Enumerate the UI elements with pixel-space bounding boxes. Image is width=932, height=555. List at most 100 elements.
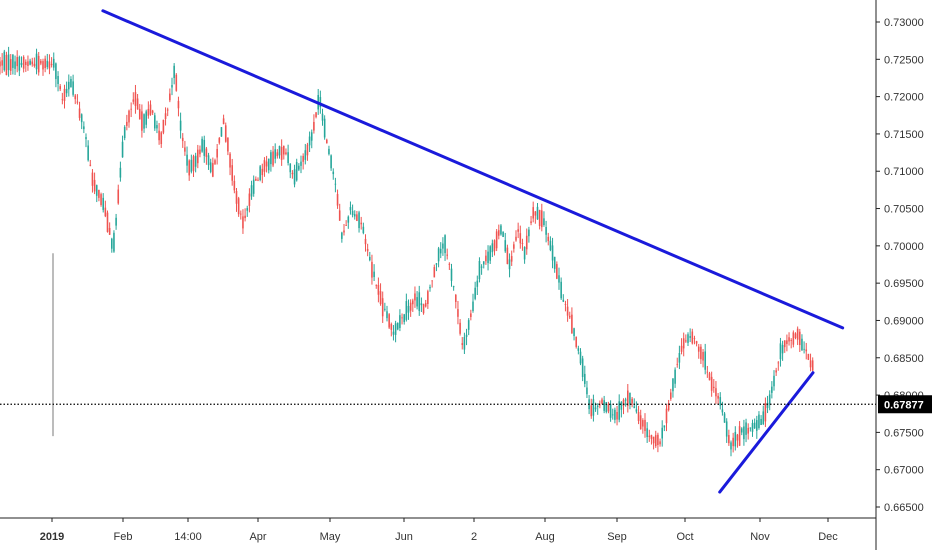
candle[interactable] <box>1 53 3 74</box>
candle[interactable] <box>399 309 401 332</box>
candle[interactable] <box>719 392 722 410</box>
candle[interactable] <box>519 225 522 249</box>
candle[interactable] <box>371 254 373 285</box>
candle[interactable] <box>353 210 356 220</box>
candle[interactable] <box>18 55 21 77</box>
candle[interactable] <box>379 283 382 306</box>
candle[interactable] <box>72 74 74 97</box>
candle[interactable] <box>732 432 734 453</box>
candle[interactable] <box>287 144 289 166</box>
candle[interactable] <box>523 246 526 264</box>
candle[interactable] <box>631 397 633 408</box>
candle[interactable] <box>575 336 577 349</box>
candle[interactable] <box>306 142 309 161</box>
candle[interactable] <box>360 216 362 230</box>
candle[interactable] <box>7 46 10 77</box>
candle[interactable] <box>132 92 135 105</box>
candle[interactable] <box>717 392 719 405</box>
candle[interactable] <box>771 381 773 399</box>
candle[interactable] <box>502 231 504 238</box>
candle[interactable] <box>482 261 485 269</box>
candle[interactable] <box>5 51 8 76</box>
candle[interactable] <box>181 133 184 148</box>
candle[interactable] <box>20 56 23 68</box>
candle[interactable] <box>515 230 517 242</box>
candle[interactable] <box>799 328 801 352</box>
candle[interactable] <box>592 394 595 422</box>
candle[interactable] <box>685 334 687 343</box>
candle[interactable] <box>659 438 661 447</box>
candle[interactable] <box>12 54 14 75</box>
candle[interactable] <box>760 415 762 426</box>
candle[interactable] <box>558 267 560 290</box>
candle[interactable] <box>715 381 717 404</box>
candle[interactable] <box>790 338 792 349</box>
candle[interactable] <box>442 237 444 256</box>
candle[interactable] <box>95 184 98 203</box>
candle[interactable] <box>751 419 754 437</box>
candle[interactable] <box>267 158 270 174</box>
candle[interactable] <box>487 245 489 271</box>
candle[interactable] <box>276 149 279 159</box>
candle[interactable] <box>14 55 16 75</box>
candle[interactable] <box>467 318 470 336</box>
candle[interactable] <box>192 154 195 178</box>
candle[interactable] <box>115 213 117 230</box>
candle[interactable] <box>764 397 767 428</box>
candle[interactable] <box>510 250 513 266</box>
candle[interactable] <box>151 109 154 116</box>
candle[interactable] <box>768 390 771 411</box>
candle[interactable] <box>319 90 322 114</box>
candle[interactable] <box>330 154 332 171</box>
candle[interactable] <box>147 101 150 119</box>
candle[interactable] <box>257 177 259 182</box>
candle[interactable] <box>220 127 223 137</box>
candle[interactable] <box>753 418 756 429</box>
candle[interactable] <box>414 286 416 308</box>
candle[interactable] <box>283 145 285 160</box>
candle[interactable] <box>674 367 676 388</box>
candle[interactable] <box>545 220 547 243</box>
candle[interactable] <box>472 293 474 313</box>
candle[interactable] <box>138 103 141 120</box>
candle[interactable] <box>46 53 49 70</box>
candle[interactable] <box>9 54 12 75</box>
candle[interactable] <box>246 205 249 217</box>
candle[interactable] <box>607 401 610 414</box>
candle[interactable] <box>3 49 6 72</box>
candle[interactable] <box>478 257 481 283</box>
candle[interactable] <box>495 229 498 252</box>
candle[interactable] <box>702 349 704 368</box>
candle[interactable] <box>670 388 672 401</box>
candle[interactable] <box>248 188 251 213</box>
candle[interactable] <box>123 125 126 141</box>
candle[interactable] <box>22 55 25 73</box>
candle[interactable] <box>680 338 683 355</box>
candle[interactable] <box>164 107 167 126</box>
candle[interactable] <box>252 175 255 197</box>
candle[interactable] <box>265 155 268 173</box>
candle[interactable] <box>149 100 152 116</box>
candle[interactable] <box>745 418 747 443</box>
candle[interactable] <box>646 422 648 443</box>
candle[interactable] <box>373 264 375 282</box>
candle[interactable] <box>323 115 326 140</box>
candle[interactable] <box>199 145 201 158</box>
candle[interactable] <box>83 121 85 134</box>
candle[interactable] <box>328 145 330 156</box>
candle[interactable] <box>530 215 532 226</box>
candle[interactable] <box>338 203 341 221</box>
candle[interactable] <box>676 357 679 368</box>
candle[interactable] <box>536 203 539 220</box>
candle[interactable] <box>364 234 367 252</box>
candle[interactable] <box>405 293 408 322</box>
candle[interactable] <box>242 209 244 234</box>
candle[interactable] <box>446 248 448 260</box>
candle[interactable] <box>624 397 627 407</box>
candle[interactable] <box>485 249 487 265</box>
candle[interactable] <box>341 231 343 243</box>
candle[interactable] <box>573 327 575 341</box>
candle[interactable] <box>227 137 229 156</box>
candle[interactable] <box>302 153 304 170</box>
candle[interactable] <box>629 392 631 410</box>
